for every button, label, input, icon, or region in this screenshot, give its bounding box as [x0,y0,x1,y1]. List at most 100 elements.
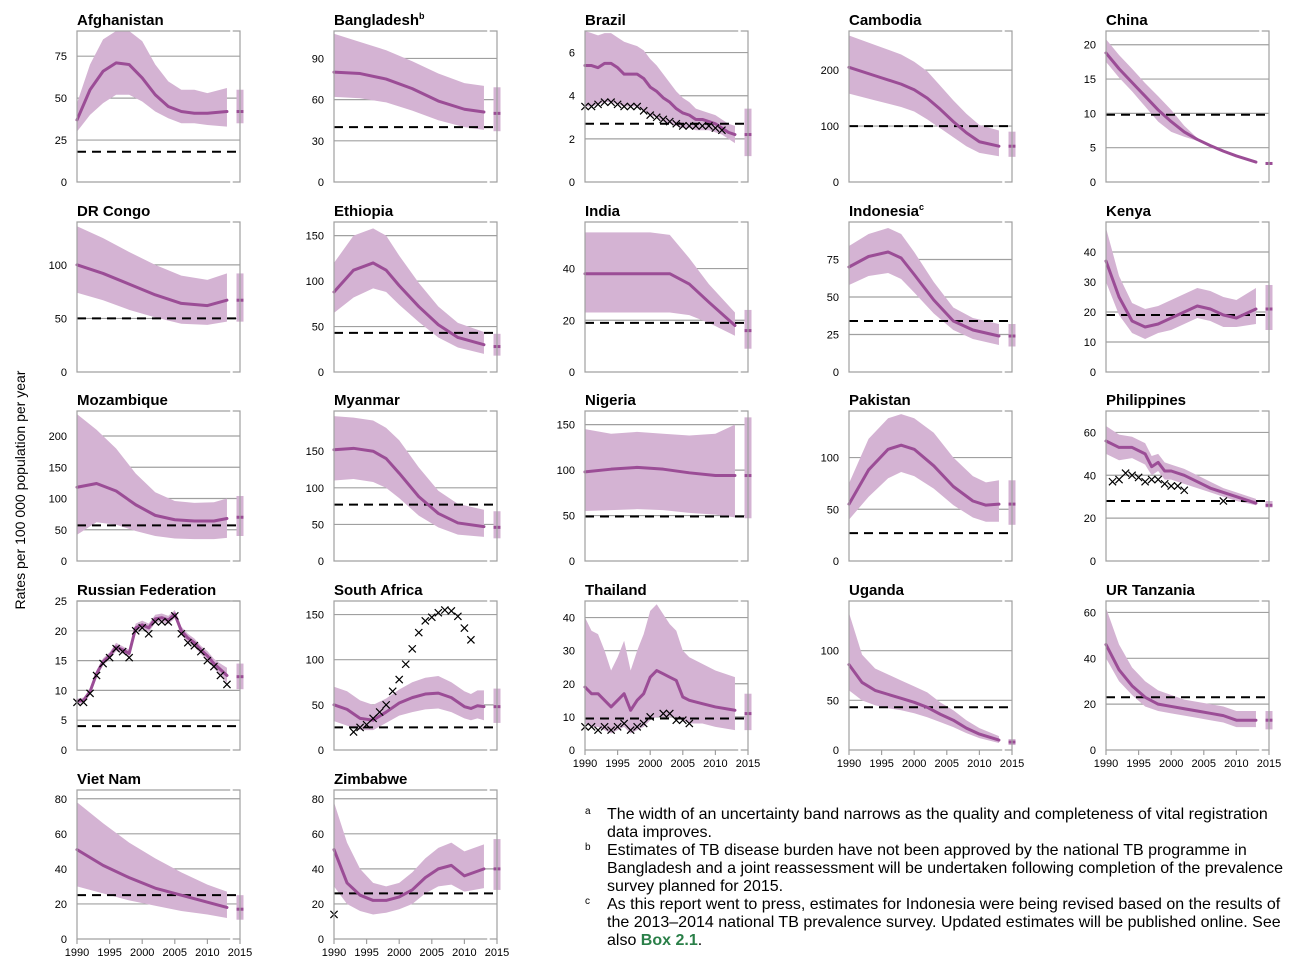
vr-data-point [427,613,436,622]
y-tick-label: 50 [827,292,839,304]
panel-frame [1105,30,1260,183]
panel-title: Brazil [585,12,626,29]
y-tick-label: 40 [312,864,324,876]
y-tick-label: 80 [55,794,67,806]
uncertainty-band [334,802,484,915]
panel-title: India [585,203,621,220]
footnote-mark: b [585,842,591,853]
y-tick-label: 50 [55,313,67,325]
y-tick-label: 10 [563,712,575,724]
vr-data-point [685,121,694,130]
panel-frame [76,410,231,562]
panel-frame-right [740,30,749,183]
vr-cross-stroke [99,659,108,668]
panel-frame [333,30,488,183]
y-tick-label: 150 [306,446,324,458]
vr-cross-stroke [222,680,231,689]
vr-cross-stroke [1121,469,1130,478]
estimate-line [847,65,1001,148]
y-tick-label: 10 [1084,337,1096,349]
vr-cross-stroke [1180,486,1189,495]
vr-data-point [633,722,642,731]
vr-data-point [698,121,707,130]
estimate-line [1104,51,1258,164]
x-tick-label: 2010 [452,947,476,959]
vr-data-point [639,719,648,728]
x-tick-label: 2010 [703,758,727,770]
y-tick-label: 50 [312,322,324,334]
vr-data-point [652,113,661,122]
y-tick-label: 15 [55,656,67,668]
vr-cross-stroke [1173,481,1182,491]
estimate-line [75,263,229,308]
y-tick-label: 10 [1084,108,1096,120]
x-tick-label: 2005 [420,947,444,959]
vr-data-point [646,111,655,120]
vr-cross-stroke [177,629,186,638]
vr-cross-stroke [388,687,397,696]
panel-title: Bangladeshb [334,11,425,29]
uncertainty-band [585,31,735,144]
vr-data-point [209,662,218,671]
footnote-text: Estimates of TB disease burden have not … [607,842,1283,895]
y-tick-label: 10 [55,685,67,697]
panel-title: Ethiopia [334,203,394,220]
vr-cross-stroke [105,653,114,662]
y-tick-label: 0 [318,556,324,568]
x-tick-label: 2000 [638,758,662,770]
vr-data-point [600,722,609,731]
uncertainty-band [1106,39,1256,163]
vr-cross-stroke [704,121,713,130]
x-tick-label: 1995 [97,947,121,959]
vr-data-point [170,611,179,620]
panel-frame-right [1261,410,1270,562]
panel-frame-right [1261,600,1270,751]
vr-cross-stroke [138,623,147,632]
vr-cross-stroke [453,612,462,621]
footnote-mark: c [585,896,590,907]
vr-data-point [672,119,681,128]
uncertainty-band [334,228,484,354]
estimate-line [332,261,486,347]
y-tick-label: 5 [61,715,67,727]
panel-frame-right [489,600,498,751]
vr-cross-stroke [685,121,694,130]
panel-nigeria: Nigeria 0 50 100 150 [557,392,752,568]
vr-cross-stroke [711,124,720,133]
y-tick-label: 0 [569,745,575,757]
estimate-line [332,70,486,114]
x-tick-label: 2005 [1192,758,1216,770]
y-tick-label: 30 [1084,277,1096,289]
panel-frame-right [1004,410,1013,562]
estimate-line [847,663,1001,742]
box-link[interactable]: Box 2.1 [640,932,698,949]
x-tick-label: 2015 [1257,758,1281,770]
panel-zimbabwe: Zimbabwe 0 20 40 60 80 1990 1995 2000 2005 2010 201… [312,771,509,959]
vr-cross-stroke [626,726,635,735]
vr-cross-stroke [1147,475,1156,484]
vr-data-point [620,719,629,728]
vr-cross-stroke [678,121,687,130]
panel-frame [1105,410,1260,562]
vr-data-point [164,617,173,626]
vr-data-point [1173,481,1182,491]
vr-data-point [1154,475,1163,484]
panel-india: India 0 20 40 [563,203,752,379]
vr-cross-stroke [646,111,655,120]
vr-data-point [105,653,114,662]
vr-data-point [92,671,101,680]
y-tick-label: 100 [49,260,67,272]
footnote-c: c As this report went to press, estimate… [583,896,1288,950]
panel-indonesia: Indonesiac 0 25 50 75 [827,202,1016,379]
panel-title: Philippines [1106,392,1186,409]
vr-cross-stroke [86,689,95,698]
vr-cross-stroke [118,647,127,656]
y-tick-label: 50 [563,511,575,523]
vr-data-point [607,726,616,735]
x-tick-label: 1995 [354,947,378,959]
footnote-end: . [697,932,703,949]
y-tick-label: 40 [563,613,575,625]
vr-cross-stroke [607,726,616,735]
vr-data-point [216,671,225,680]
vr-data-point [382,700,391,709]
